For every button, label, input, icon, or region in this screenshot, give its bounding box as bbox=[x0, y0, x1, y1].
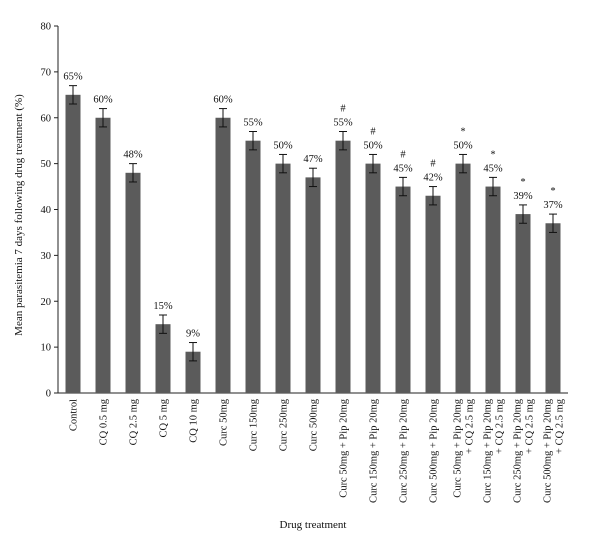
x-tick-label: CQ 0.5 mg bbox=[99, 398, 110, 445]
x-tick-label: Curc 250mg bbox=[279, 398, 290, 451]
data-label: 48% bbox=[123, 150, 143, 161]
x-tick-label: + CQ 2.5 mg bbox=[495, 398, 506, 454]
data-label: 45% bbox=[393, 163, 413, 174]
x-tick-label: + CQ 2.5 mg bbox=[555, 398, 566, 454]
data-label: 9% bbox=[186, 329, 200, 340]
bar bbox=[245, 140, 261, 393]
x-tick-label: Curc 500mg + Pip 20mg bbox=[543, 398, 554, 503]
data-label: 50% bbox=[363, 140, 383, 151]
x-tick-label: Curc 150mg + Pip 20mg bbox=[369, 398, 380, 503]
data-label: 47% bbox=[303, 154, 323, 165]
x-axis-title: Drug treatment bbox=[280, 519, 347, 531]
data-label: 42% bbox=[423, 173, 443, 184]
significance-mark: * bbox=[490, 149, 495, 160]
data-label: 50% bbox=[273, 140, 293, 151]
x-tick-label: Curc 250mg + Pip 20mg bbox=[399, 398, 410, 503]
x-tick-label: + CQ 2.5 mg bbox=[525, 398, 536, 454]
bar bbox=[305, 177, 321, 393]
y-tick-label: 10 bbox=[41, 343, 52, 354]
y-tick-label: 30 bbox=[41, 251, 52, 262]
data-label: 65% bbox=[63, 72, 83, 83]
bar bbox=[275, 163, 291, 393]
bar bbox=[125, 172, 141, 393]
bar bbox=[95, 117, 111, 393]
x-tick-label: CQ 2.5 mg bbox=[129, 398, 140, 445]
bar bbox=[485, 186, 501, 393]
x-tick-label: Curc 250mg + Pip 20mg bbox=[513, 398, 524, 503]
x-tick-label: Curc 500mg bbox=[309, 398, 320, 451]
bar bbox=[395, 186, 411, 393]
significance-mark: # bbox=[430, 159, 436, 170]
bar bbox=[365, 163, 381, 393]
significance-mark: # bbox=[400, 149, 406, 160]
data-label: 15% bbox=[153, 301, 173, 312]
bar bbox=[545, 223, 561, 393]
data-label: 37% bbox=[543, 200, 563, 211]
data-label: 60% bbox=[213, 95, 233, 106]
y-tick-label: 50 bbox=[41, 159, 52, 170]
bar bbox=[215, 117, 231, 393]
x-tick-label: CQ 10 mg bbox=[189, 398, 200, 443]
data-label: 50% bbox=[453, 140, 473, 151]
y-tick-label: 40 bbox=[41, 205, 52, 216]
y-axis-title: Mean parasitemia 7 days following drug t… bbox=[13, 94, 25, 336]
x-tick-label: Curc 50mg bbox=[219, 398, 230, 446]
data-label: 45% bbox=[483, 163, 503, 174]
bar bbox=[65, 94, 81, 393]
data-label: 39% bbox=[513, 191, 533, 202]
y-tick-label: 20 bbox=[41, 297, 52, 308]
y-tick-label: 70 bbox=[41, 67, 52, 78]
x-tick-label: Curc 50mg + Pip 20mg bbox=[453, 398, 464, 497]
significance-mark: * bbox=[460, 126, 465, 137]
bars-group: 65% 60% 48% 15% 9% 60% 55% 50% 47% 55% #50% #45% #42… bbox=[63, 72, 563, 393]
bar bbox=[515, 214, 531, 393]
x-tick-label: CQ 5 mg bbox=[159, 398, 170, 437]
x-tick-label: Curc 500mg + Pip 20mg bbox=[429, 398, 440, 503]
x-tick-label: Control bbox=[69, 399, 80, 431]
data-label: 55% bbox=[333, 118, 353, 129]
significance-mark: * bbox=[520, 177, 525, 188]
x-tick-label: Curc 150mg + Pip 20mg bbox=[483, 398, 494, 503]
x-tick-label: Curc 50mg + Pip 20mg bbox=[339, 398, 350, 497]
y-tick-label: 60 bbox=[41, 113, 52, 124]
data-label: 55% bbox=[243, 118, 263, 129]
y-tick-label: 80 bbox=[41, 22, 52, 33]
bar bbox=[335, 140, 351, 393]
bar bbox=[185, 351, 201, 393]
significance-mark: # bbox=[370, 126, 376, 137]
significance-mark: * bbox=[550, 186, 555, 197]
data-label: 60% bbox=[93, 95, 113, 106]
bar bbox=[155, 324, 171, 393]
x-tick-label: Curc 150mg bbox=[249, 398, 260, 451]
bar bbox=[455, 163, 471, 393]
y-tick-label: 0 bbox=[46, 389, 51, 400]
y-axis: 0 10 20 30 40 50 60 70 80 bbox=[41, 22, 568, 400]
x-tick-label: + CQ 2.5 mg bbox=[465, 398, 476, 454]
significance-mark: # bbox=[340, 104, 346, 115]
x-tick-labels: Control CQ 0.5 mg CQ 2.5 mg CQ 5 mg CQ 10 mg… bbox=[69, 398, 566, 503]
bar bbox=[425, 195, 441, 393]
